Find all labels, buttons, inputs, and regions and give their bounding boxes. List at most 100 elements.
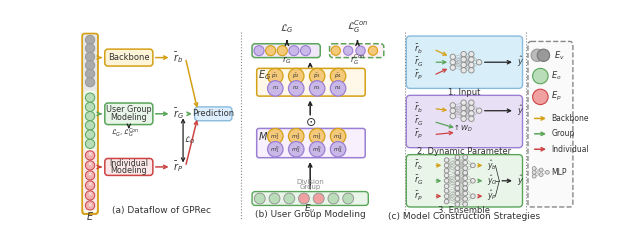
Circle shape	[289, 141, 304, 157]
Circle shape	[289, 68, 304, 84]
FancyBboxPatch shape	[406, 36, 522, 88]
Circle shape	[309, 68, 325, 84]
Text: (b) User Group Modeling: (b) User Group Modeling	[255, 210, 365, 219]
Circle shape	[85, 161, 95, 170]
Circle shape	[461, 100, 467, 105]
Circle shape	[463, 196, 467, 201]
Circle shape	[545, 170, 549, 174]
Text: $m^0_2$: $m^0_2$	[291, 144, 301, 155]
Text: Prediction: Prediction	[192, 109, 234, 118]
Circle shape	[532, 68, 548, 84]
Text: $\hat{y}_G$: $\hat{y}_G$	[487, 174, 497, 188]
Text: MLP: MLP	[551, 168, 566, 177]
FancyBboxPatch shape	[257, 68, 365, 96]
Circle shape	[85, 78, 95, 87]
Text: $\bar{r}_b$: $\bar{r}_b$	[414, 159, 423, 172]
Circle shape	[463, 186, 467, 190]
Circle shape	[455, 196, 460, 201]
Circle shape	[330, 68, 346, 84]
FancyBboxPatch shape	[83, 34, 98, 214]
Text: Group: Group	[300, 184, 321, 190]
Text: (c) Model Construction Strategies: (c) Model Construction Strategies	[388, 212, 540, 222]
FancyBboxPatch shape	[252, 191, 368, 205]
Circle shape	[450, 65, 456, 70]
Text: Individual: Individual	[551, 145, 589, 154]
Circle shape	[289, 81, 304, 96]
Circle shape	[455, 176, 460, 181]
Circle shape	[85, 139, 95, 148]
Text: ✕: ✕	[88, 193, 92, 198]
Text: $r_G$: $r_G$	[282, 54, 292, 66]
Circle shape	[476, 108, 482, 114]
Text: Group: Group	[551, 129, 575, 138]
Circle shape	[450, 103, 456, 108]
Circle shape	[461, 68, 467, 73]
Circle shape	[85, 61, 95, 70]
Circle shape	[85, 171, 95, 180]
Text: $\mathcal{L}_G$: $\mathcal{L}_G$	[280, 22, 294, 35]
Circle shape	[309, 128, 325, 144]
Circle shape	[450, 114, 456, 119]
FancyBboxPatch shape	[257, 128, 365, 158]
Text: $\bar{p}_2$: $\bar{p}_2$	[292, 71, 300, 81]
Circle shape	[463, 160, 467, 165]
Circle shape	[85, 102, 95, 112]
Text: $\bar{p}_3$: $\bar{p}_3$	[314, 71, 321, 81]
Circle shape	[461, 62, 467, 68]
Circle shape	[463, 166, 467, 170]
Circle shape	[461, 116, 467, 122]
Circle shape	[463, 181, 467, 186]
Text: $\bar{r}_b$: $\bar{r}_b$	[173, 50, 183, 65]
Text: Backbone: Backbone	[108, 53, 150, 62]
Text: $m^1_2$: $m^1_2$	[291, 131, 301, 141]
Circle shape	[301, 46, 310, 56]
Circle shape	[461, 105, 467, 111]
Circle shape	[468, 57, 474, 62]
Circle shape	[85, 35, 95, 45]
Circle shape	[461, 57, 467, 62]
Text: $E_v$: $E_v$	[554, 49, 564, 62]
Circle shape	[463, 202, 467, 207]
Circle shape	[85, 93, 95, 102]
Circle shape	[455, 166, 460, 170]
Text: $\bar{r}_P$: $\bar{r}_P$	[414, 69, 423, 82]
FancyBboxPatch shape	[83, 35, 97, 91]
Circle shape	[455, 186, 460, 190]
Circle shape	[268, 141, 283, 157]
Circle shape	[444, 199, 449, 204]
Text: $\bar{r}_G$: $\bar{r}_G$	[414, 56, 424, 69]
Circle shape	[463, 155, 467, 160]
Circle shape	[455, 202, 460, 207]
Circle shape	[532, 174, 536, 178]
Circle shape	[463, 187, 467, 191]
Circle shape	[444, 184, 449, 188]
Text: $\bar{p}_1$: $\bar{p}_1$	[271, 71, 279, 81]
Circle shape	[269, 193, 280, 204]
Circle shape	[476, 60, 482, 65]
Text: (a) Dataflow of GPRec: (a) Dataflow of GPRec	[112, 206, 211, 215]
FancyBboxPatch shape	[105, 158, 153, 175]
Text: $\bar{r}_G$: $\bar{r}_G$	[173, 106, 184, 121]
Text: ✕: ✕	[88, 173, 92, 178]
Circle shape	[368, 46, 378, 55]
Circle shape	[266, 46, 276, 56]
Text: User Group: User Group	[106, 106, 152, 115]
Circle shape	[444, 179, 449, 183]
Text: $\odot$: $\odot$	[305, 116, 316, 129]
Circle shape	[331, 46, 340, 55]
Circle shape	[455, 187, 460, 191]
Text: $\bar{r}_b$: $\bar{r}_b$	[414, 102, 423, 115]
Circle shape	[268, 128, 283, 144]
Circle shape	[468, 116, 474, 122]
Circle shape	[444, 158, 449, 162]
FancyBboxPatch shape	[105, 49, 153, 66]
Circle shape	[85, 52, 95, 62]
Circle shape	[309, 81, 325, 96]
Circle shape	[85, 130, 95, 139]
Text: 2. Dynamic Parameter: 2. Dynamic Parameter	[417, 147, 511, 156]
Circle shape	[444, 163, 449, 168]
Text: $n_3$: $n_3$	[314, 84, 321, 92]
Text: $n_1$: $n_1$	[271, 84, 279, 92]
FancyBboxPatch shape	[83, 150, 97, 210]
Text: $\hat{y}_P$: $\hat{y}_P$	[487, 189, 497, 203]
